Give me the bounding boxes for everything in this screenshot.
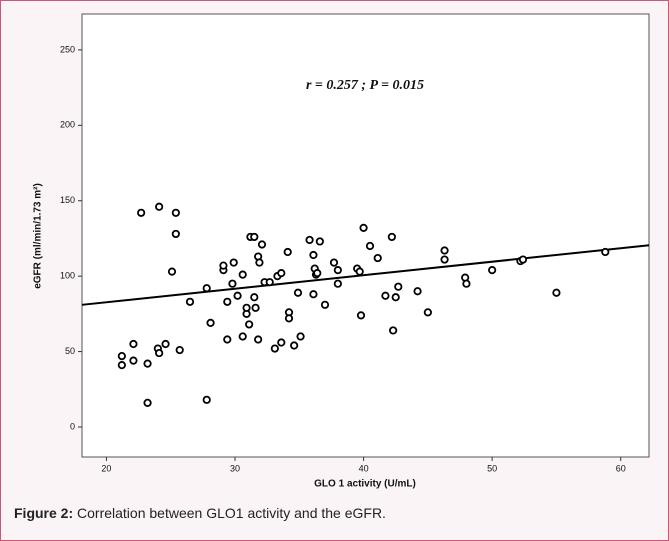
scatter-point	[381, 291, 390, 300]
scatter-point	[257, 240, 267, 249]
scatter-point	[518, 255, 528, 264]
scatter-point	[233, 291, 242, 300]
y-tick-label: 150	[60, 195, 75, 205]
scatter-point	[129, 356, 138, 365]
scatter-point	[601, 247, 610, 257]
y-tick-label: 0	[70, 421, 75, 431]
x-tick-label: 40	[359, 463, 369, 473]
scatter-point	[250, 232, 259, 242]
scatter-point	[270, 344, 279, 353]
fit-line	[81, 244, 650, 306]
y-tick-label: 250	[60, 44, 75, 54]
scatter-point	[167, 267, 177, 276]
x-tick-label: 50	[487, 463, 497, 473]
x-tick-label: 60	[616, 463, 626, 473]
scatter-point	[202, 284, 211, 293]
scatter-point	[117, 361, 126, 370]
scatter-point	[309, 290, 318, 299]
x-tick-label: 20	[101, 463, 111, 473]
y-tick-label: 200	[60, 120, 75, 130]
scatter-point	[320, 300, 330, 309]
y-tick-label: 50	[65, 346, 75, 356]
scatter-point	[175, 345, 184, 355]
scatter-point	[488, 266, 497, 275]
x-axis-label: GLO 1 activity (U/mL)	[314, 479, 416, 490]
scatter-point	[359, 223, 368, 232]
scatter-point	[171, 208, 180, 217]
scatter-point	[251, 303, 260, 312]
scatter-point	[185, 297, 195, 306]
scatter-point	[389, 326, 398, 335]
scatter-point	[277, 269, 286, 278]
scatter-point	[440, 246, 449, 255]
caption: Figure 2: Correlation between GLO1 activ…	[14, 505, 386, 521]
scatter-point	[238, 270, 247, 279]
scatter-point	[155, 348, 164, 358]
scatter-point	[333, 266, 342, 275]
scatter-point	[391, 293, 400, 302]
scatter-point	[117, 351, 126, 361]
chart: r = 0.257 ; P = 0.015 GLO 1 activity (U/…	[33, 13, 650, 490]
scatter-point	[293, 288, 303, 297]
scatter-point	[254, 335, 263, 344]
scatter-point	[277, 338, 286, 347]
scatter-point	[373, 253, 382, 263]
scatter-point	[462, 279, 471, 288]
x-tick-label: 30	[230, 463, 240, 473]
scatter-point	[143, 359, 152, 368]
scatter-point	[238, 332, 247, 341]
scatter-point	[255, 258, 264, 267]
scatter-point	[440, 255, 449, 264]
scatter-point	[309, 250, 318, 260]
scatter-point	[161, 339, 170, 349]
scatter-point	[284, 314, 294, 323]
scatter-point	[137, 208, 146, 217]
scatter-point	[356, 311, 366, 320]
caption-text: Correlation between GLO1 activity and th…	[77, 505, 386, 521]
scatter-point	[229, 258, 238, 267]
y-axis-label: eGFR (ml/min/1.73 m²)	[33, 183, 44, 289]
scatter-point	[219, 261, 228, 270]
scatter-point	[283, 247, 292, 257]
y-tick-label: 100	[60, 271, 75, 281]
scatter-point	[333, 279, 342, 288]
scatter-point	[202, 395, 211, 404]
scatter-point	[355, 267, 364, 276]
scatter-point	[143, 398, 152, 407]
scatter-point	[228, 279, 237, 288]
scatter-point	[552, 288, 561, 297]
scatter-point	[223, 335, 232, 344]
scatter-point	[387, 232, 396, 242]
scatter-point	[245, 320, 254, 329]
scatter-point	[250, 293, 259, 302]
scatter-point	[155, 202, 164, 211]
scatter-point	[315, 237, 324, 246]
scatter-point	[242, 303, 251, 312]
annotation: r = 0.257 ; P = 0.015	[306, 78, 424, 93]
scatter-point	[329, 258, 339, 267]
scatter-point	[129, 339, 138, 349]
scatter-point	[265, 278, 274, 287]
scatter-point	[365, 241, 375, 251]
scatter-point	[423, 308, 432, 317]
scatter-point	[413, 287, 422, 296]
scatter-point	[290, 341, 299, 350]
caption-label: Figure 2:	[14, 505, 74, 521]
scatter-point	[296, 332, 305, 341]
scatter-point	[206, 318, 215, 328]
scatter-point	[171, 229, 180, 239]
scatter-point	[223, 297, 232, 306]
scatter-point	[394, 282, 403, 291]
scatter-point	[313, 269, 322, 278]
scatter-point	[305, 235, 314, 245]
